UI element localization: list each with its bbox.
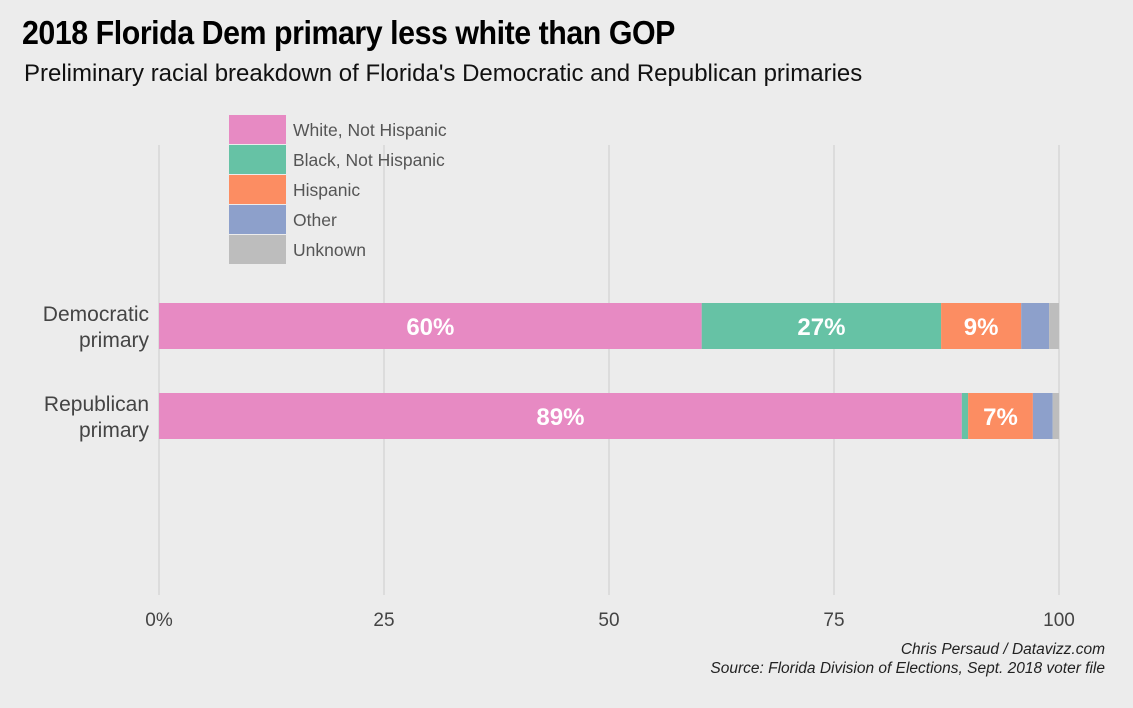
legend-swatch <box>229 145 286 174</box>
x-tick-label: 75 <box>823 610 844 631</box>
credit-author: Chris Persaud / Datavizz.com <box>900 641 1105 658</box>
data-label: 60% <box>406 314 454 341</box>
bar-segment-unknown-0 <box>1049 303 1059 349</box>
legend-swatch <box>229 175 286 204</box>
data-label: 7% <box>983 404 1018 431</box>
legend-label: Other <box>293 210 337 230</box>
legend-swatch <box>229 235 286 264</box>
y-category-label-line: Democratic <box>43 303 149 326</box>
x-tick-label: 25 <box>373 610 394 631</box>
bar-segment-other-0 <box>1021 303 1050 349</box>
bar-segment-black-not-hispanic-0 <box>701 303 942 349</box>
legend-label: Unknown <box>293 240 366 260</box>
y-category-label-line: primary <box>79 329 150 352</box>
y-category-label-line: Republican <box>44 393 149 416</box>
bar-segment-unknown-1 <box>1052 393 1059 439</box>
y-category-label: Democratic primary <box>43 303 150 352</box>
x-tick-label: 100 <box>1043 610 1075 631</box>
bar-segment-hispanic-1 <box>968 393 1033 439</box>
data-label: 89% <box>536 404 584 431</box>
legend-swatch <box>229 205 286 234</box>
y-category-label-line: primary <box>79 419 150 442</box>
data-label: 27% <box>797 314 845 341</box>
legend: White, Not Hispanic Black, Not Hispanic Hi… <box>229 115 447 264</box>
bar-segment-white-not-hispanic-1 <box>159 393 962 439</box>
chart-title: 2018 Florida Dem primary less white than… <box>22 14 675 51</box>
bar-segment-hispanic-0 <box>941 303 1022 349</box>
x-tick-label: 50 <box>598 610 619 631</box>
x-tick-label: 0% <box>145 610 173 631</box>
bar-segment-other-1 <box>1032 393 1053 439</box>
y-axis-labels: Democratic primary Republican primary <box>43 303 150 442</box>
bar-segment-white-not-hispanic-0 <box>159 303 702 349</box>
gridlines <box>158 145 1060 595</box>
bar-labels: 60% 27% 9% 89% 7% <box>406 314 1018 431</box>
legend-label: Hispanic <box>293 180 360 200</box>
legend-label: Black, Not Hispanic <box>293 150 445 170</box>
legend-label: White, Not Hispanic <box>293 120 447 140</box>
y-category-label: Republican primary <box>44 393 150 442</box>
credit-source: Source: Florida Division of Elections, S… <box>710 660 1105 677</box>
bar-segment-black-not-hispanic-1 <box>961 393 969 439</box>
data-label: 9% <box>964 314 999 341</box>
chart-subtitle: Preliminary racial breakdown of Florida'… <box>24 60 863 87</box>
bars <box>159 303 1059 439</box>
legend-swatch <box>229 115 286 144</box>
x-axis-labels: 0% 25 50 75 100 <box>145 610 1075 631</box>
